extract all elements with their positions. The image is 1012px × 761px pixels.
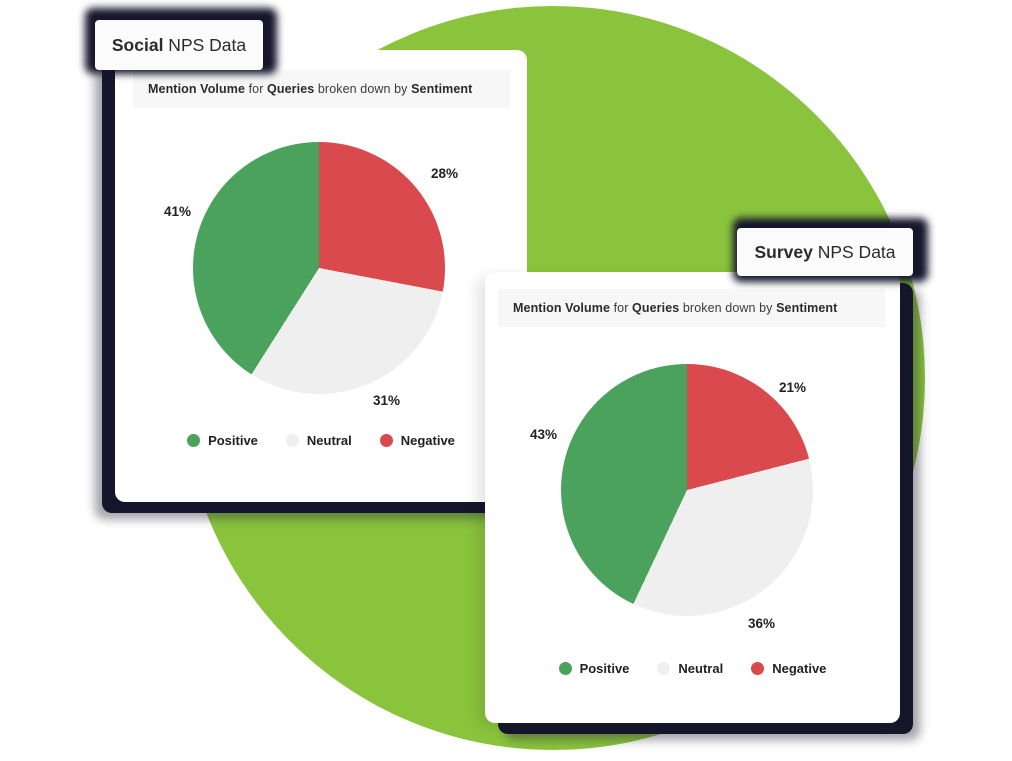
- social-title-badge: Social NPS Data: [85, 8, 277, 74]
- positive-dot-icon: [558, 661, 572, 675]
- subtitle-text: Mention Volume for Queries broken down b…: [513, 301, 838, 315]
- survey-chart-subtitle: Mention Volume for Queries broken down b…: [498, 289, 885, 327]
- legend-item-neutral: Neutral: [285, 432, 352, 448]
- survey-pie-chart: [561, 364, 813, 616]
- social-nps-card: Mention Volume for Queries broken down b…: [115, 50, 527, 502]
- social-positive-percent-label: 41%: [164, 204, 192, 219]
- legend-label: Neutral: [306, 432, 352, 448]
- legend-item-positive: Positive: [558, 660, 630, 676]
- social-neutral-percent-label: 31%: [373, 393, 401, 408]
- subtitle-text: Mention Volume for Queries broken down b…: [148, 82, 473, 96]
- negative-dot-icon: [379, 433, 393, 447]
- legend-item-positive: Positive: [187, 433, 258, 448]
- neutral-dot-icon: [285, 433, 299, 447]
- survey-positive-percent-label: 43%: [530, 427, 558, 442]
- legend-label: Positive: [208, 432, 258, 448]
- badge-title: Social NPS Data: [95, 20, 263, 70]
- legend-item-negative: Negative: [379, 432, 455, 448]
- legend-label: Positive: [579, 660, 630, 676]
- legend-item-negative: Negative: [751, 661, 826, 676]
- social-pie-chart: [193, 142, 445, 394]
- survey-title-badge: Survey NPS Data: [733, 218, 928, 282]
- survey-nps-card: Mention Volume for Queries broken down b…: [485, 272, 900, 723]
- social-chart-subtitle: Mention Volume for Queries broken down b…: [133, 70, 510, 108]
- social-negative-percent-label: 28%: [431, 166, 459, 181]
- survey-neutral-percent-label: 36%: [748, 616, 776, 631]
- legend-label: Negative: [772, 660, 827, 676]
- survey-negative-percent-label: 21%: [779, 380, 807, 395]
- negative-dot-icon: [751, 661, 765, 675]
- badge-title: Survey NPS Data: [737, 228, 913, 276]
- legend-label: Negative: [400, 432, 455, 448]
- positive-dot-icon: [187, 433, 201, 447]
- neutral-dot-icon: [657, 661, 671, 675]
- legend-item-neutral: Neutral: [657, 661, 723, 676]
- social-legend: Positive Neutral Negative: [115, 430, 527, 450]
- legend-label: Neutral: [678, 660, 724, 676]
- survey-legend: Positive Neutral Negative: [485, 658, 900, 678]
